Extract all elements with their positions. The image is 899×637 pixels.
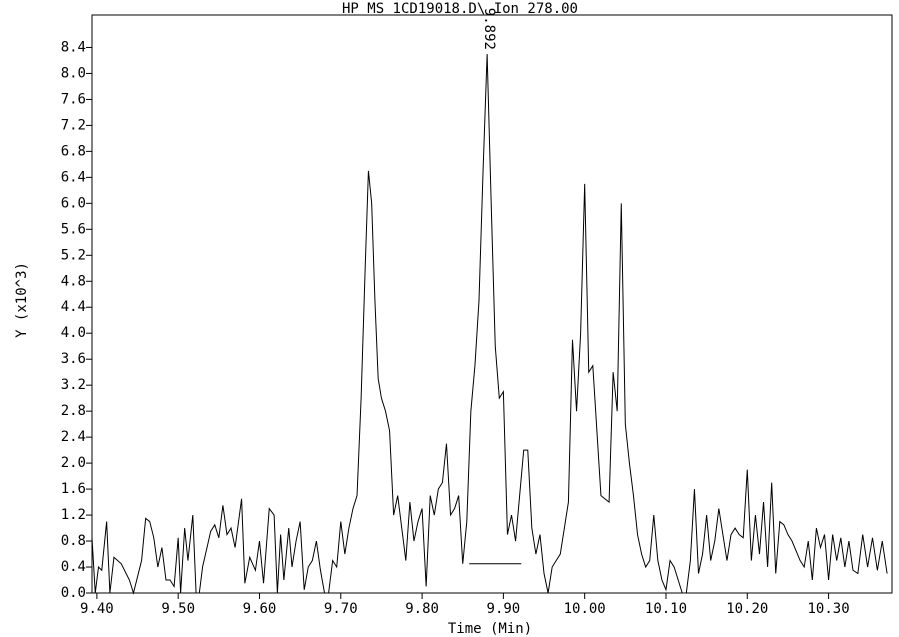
y-tick-label: 2.8	[61, 403, 86, 419]
y-tick-label: 4.0	[61, 325, 86, 341]
y-tick-label: 5.2	[61, 247, 86, 263]
y-tick-label: 2.0	[61, 455, 86, 471]
y-tick-label: 7.2	[61, 117, 86, 133]
y-tick-label: 5.6	[61, 221, 86, 237]
y-tick-label: 6.0	[61, 195, 86, 211]
y-tick-label: 4.4	[61, 299, 86, 315]
x-tick-label: 10.30	[808, 601, 850, 617]
peak-label: 9.892	[481, 8, 497, 50]
x-tick-label: 9.60	[243, 601, 277, 617]
x-axis-label: Time (Min)	[448, 621, 532, 637]
x-tick-label: 10.00	[564, 601, 606, 617]
y-tick-label: 1.2	[61, 507, 86, 523]
y-tick-label: 7.6	[61, 91, 86, 107]
y-tick-label: 6.8	[61, 143, 86, 159]
x-tick-label: 10.20	[726, 601, 768, 617]
y-tick-label: 8.0	[61, 65, 86, 81]
y-tick-label: 6.4	[61, 169, 86, 185]
y-tick-label: 3.6	[61, 351, 86, 367]
y-axis-label: Y (x10^3)	[14, 262, 30, 338]
y-tick-label: 0.8	[61, 533, 86, 549]
x-tick-label: 9.80	[405, 601, 439, 617]
x-tick-label: 10.10	[645, 601, 687, 617]
y-tick-label: 2.4	[61, 429, 86, 445]
signal-line	[91, 53, 888, 595]
x-tick-label: 9.40	[80, 601, 114, 617]
plot-frame	[91, 14, 893, 594]
x-tick-label: 9.70	[324, 601, 358, 617]
x-tick-label: 9.90	[487, 601, 521, 617]
chart-title: HP MS 1CD19018.D\ Ion 278.00	[342, 1, 578, 17]
y-tick-label: 1.6	[61, 481, 86, 497]
y-tick-label: 4.8	[61, 273, 86, 289]
y-tick-label: 0.0	[61, 585, 86, 601]
x-tick-label: 9.50	[161, 601, 195, 617]
y-tick-label: 8.4	[61, 39, 86, 55]
y-tick-label: 3.2	[61, 377, 86, 393]
y-tick-label: 0.4	[61, 559, 86, 575]
